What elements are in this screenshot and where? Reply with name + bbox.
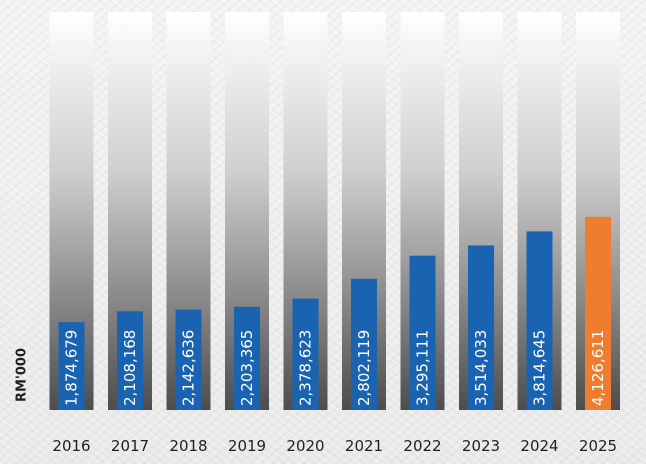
data-label-2024: 3,814,645 bbox=[531, 330, 549, 406]
x-axis-ticks: 2016 2017 2018 2019 2020 2021 2022 2023 2024 2025 bbox=[52, 437, 617, 455]
data-label-2022: 3,295,111 bbox=[414, 330, 432, 406]
bar-2022 bbox=[409, 255, 436, 410]
x-tick-2022: 2022 bbox=[403, 437, 441, 455]
x-tick-2021: 2021 bbox=[345, 437, 383, 455]
x-tick-2018: 2018 bbox=[169, 437, 207, 455]
bar-2017 bbox=[117, 311, 143, 410]
data-label-2018: 2,142,636 bbox=[180, 330, 198, 406]
bar-2016 bbox=[58, 322, 85, 410]
data-label-2020: 2,378,623 bbox=[297, 330, 315, 406]
data-label-2023: 3,514,033 bbox=[472, 330, 490, 406]
x-tick-2025: 2025 bbox=[579, 437, 617, 455]
x-tick-2024: 2024 bbox=[520, 437, 558, 455]
bars: 1,874,679 2,108,168 2,142,636 2,203,365 2,37… bbox=[58, 216, 611, 410]
bar-2024 bbox=[526, 231, 553, 410]
bar-2025 bbox=[585, 216, 611, 410]
x-tick-2019: 2019 bbox=[228, 437, 266, 455]
x-tick-2020: 2020 bbox=[286, 437, 324, 455]
data-label-2016: 1,874,679 bbox=[63, 330, 81, 406]
bar-2020 bbox=[292, 298, 319, 410]
data-label-2019: 2,203,365 bbox=[238, 330, 256, 406]
y-axis-label: RM'000 bbox=[14, 347, 30, 403]
bar-2019 bbox=[234, 306, 260, 410]
bar-2023 bbox=[468, 245, 494, 410]
x-tick-2017: 2017 bbox=[111, 437, 149, 455]
x-tick-2023: 2023 bbox=[462, 437, 500, 455]
bar-2021 bbox=[351, 278, 377, 410]
bar-2018 bbox=[175, 309, 202, 410]
data-label-2025: 4,126,611 bbox=[589, 330, 607, 406]
data-label-2021: 2,802,119 bbox=[355, 330, 373, 406]
x-tick-2016: 2016 bbox=[52, 437, 90, 455]
data-label-2017: 2,108,168 bbox=[121, 330, 139, 406]
